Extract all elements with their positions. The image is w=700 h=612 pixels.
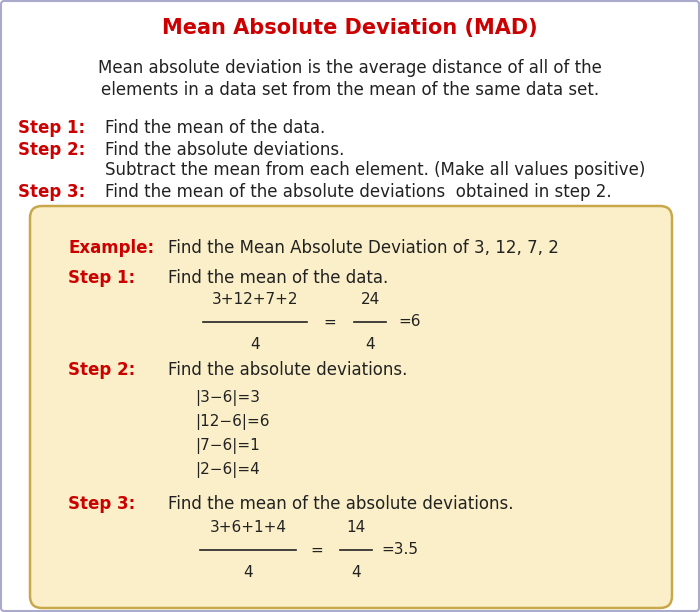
Text: 3+6+1+4: 3+6+1+4 (209, 520, 286, 535)
Text: 4: 4 (365, 337, 375, 352)
Text: =6: =6 (398, 315, 421, 329)
Text: Find the mean of the data.: Find the mean of the data. (168, 269, 388, 287)
Text: |12−6|=6: |12−6|=6 (195, 414, 270, 430)
Text: Find the mean of the absolute deviations.: Find the mean of the absolute deviations… (168, 495, 514, 513)
Text: Step 1:: Step 1: (68, 269, 135, 287)
Text: |2−6|=4: |2−6|=4 (195, 462, 260, 478)
Text: 4: 4 (243, 565, 253, 580)
Text: Step 2:: Step 2: (68, 361, 135, 379)
Text: Step 2:: Step 2: (18, 141, 85, 159)
Text: 3+12+7+2: 3+12+7+2 (211, 292, 298, 307)
Text: |3−6|=3: |3−6|=3 (195, 390, 260, 406)
Text: Find the absolute deviations.: Find the absolute deviations. (105, 141, 344, 159)
Text: Step 3:: Step 3: (68, 495, 135, 513)
Text: Find the absolute deviations.: Find the absolute deviations. (168, 361, 407, 379)
Text: =: = (310, 542, 323, 558)
Text: Mean absolute deviation is the average distance of all of the: Mean absolute deviation is the average d… (98, 59, 602, 77)
Text: 4: 4 (250, 337, 260, 352)
Text: =3.5: =3.5 (381, 542, 418, 558)
Text: 24: 24 (360, 292, 379, 307)
Text: 4: 4 (351, 565, 360, 580)
Text: =: = (323, 315, 336, 329)
Text: Step 1:: Step 1: (18, 119, 85, 137)
Text: |7−6|=1: |7−6|=1 (195, 438, 260, 454)
Text: Subtract the mean from each element. (Make all values positive): Subtract the mean from each element. (Ma… (105, 161, 645, 179)
Text: Find the mean of the data.: Find the mean of the data. (105, 119, 326, 137)
Text: Step 3:: Step 3: (18, 183, 85, 201)
Text: elements in a data set from the mean of the same data set.: elements in a data set from the mean of … (101, 81, 599, 99)
FancyBboxPatch shape (30, 206, 672, 608)
Text: Find the mean of the absolute deviations  obtained in step 2.: Find the mean of the absolute deviations… (105, 183, 612, 201)
Text: 14: 14 (346, 520, 365, 535)
Text: Example:: Example: (68, 239, 154, 257)
Text: Find the Mean Absolute Deviation of 3, 12, 7, 2: Find the Mean Absolute Deviation of 3, 1… (168, 239, 559, 257)
Text: Mean Absolute Deviation (MAD): Mean Absolute Deviation (MAD) (162, 18, 538, 38)
